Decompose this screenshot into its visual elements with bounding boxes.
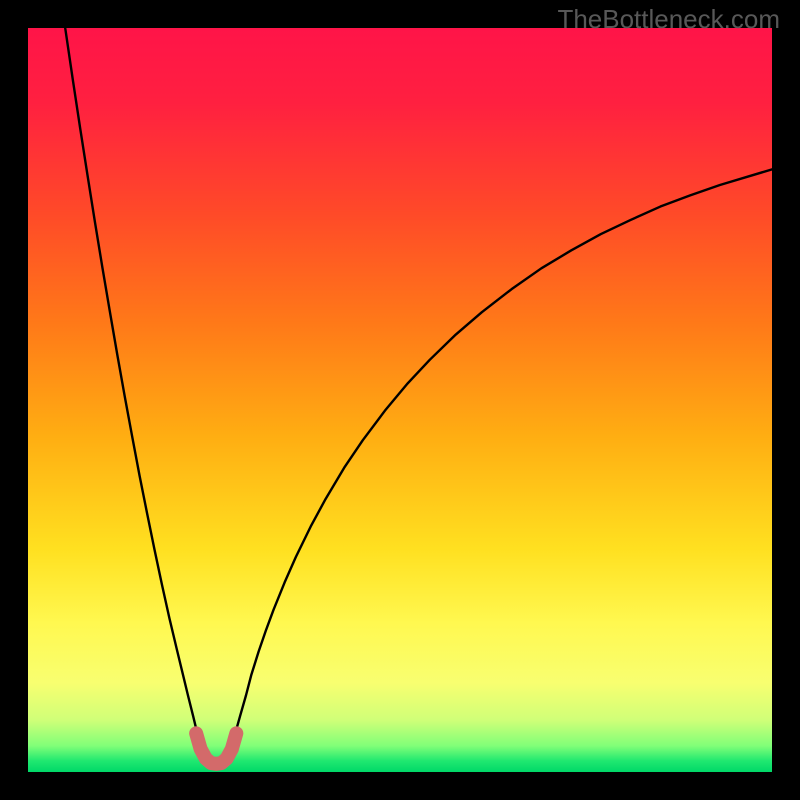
plot-background [28,28,772,772]
watermark-text: TheBottleneck.com [557,4,780,35]
chart-root: TheBottleneck.com [0,0,800,800]
chart-svg [0,0,800,800]
